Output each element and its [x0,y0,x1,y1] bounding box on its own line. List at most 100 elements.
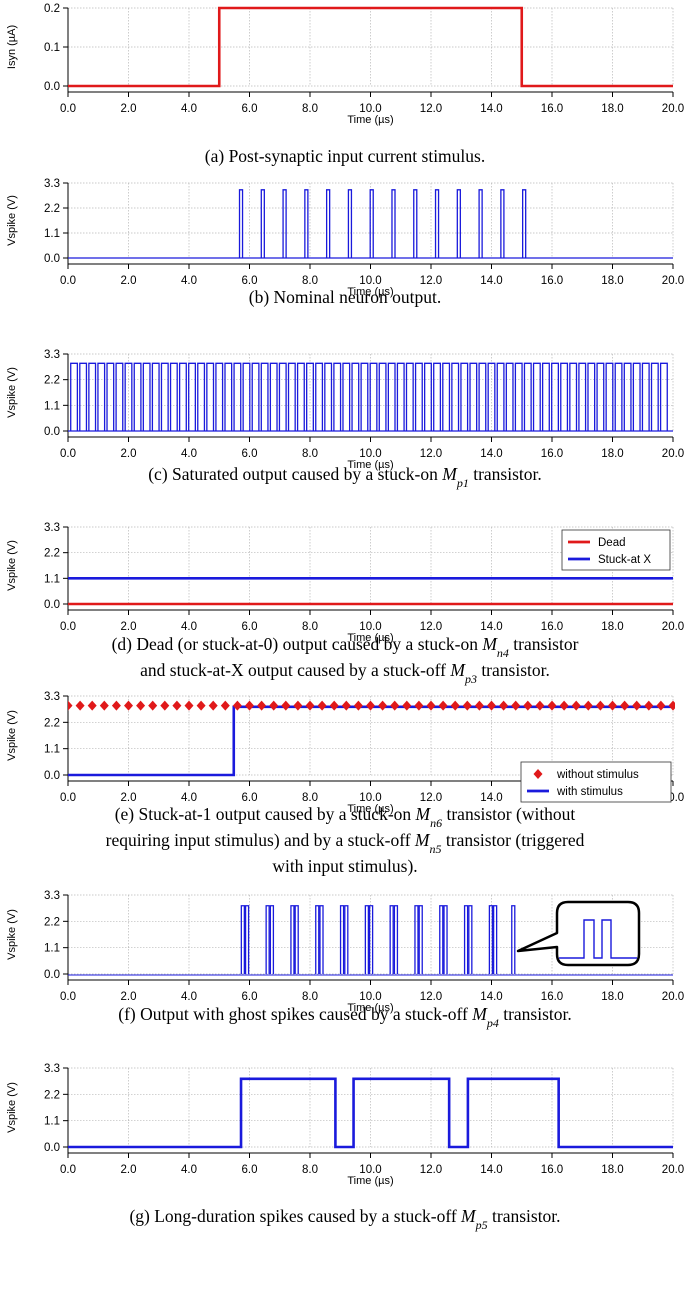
diamond-marker [293,700,303,711]
spike [487,362,496,431]
y-tick-label: 1.1 [44,228,60,240]
y-tick-label: 2.2 [44,717,60,729]
spike [233,362,242,431]
diamond-marker [196,700,206,711]
ghost-spike [269,905,275,974]
spike [569,362,578,431]
diamond-marker [208,700,218,711]
y-tick-label: 3.3 [44,522,60,534]
x-tick-label: 12.0 [420,621,442,633]
y-tick-label: 0.1 [44,42,60,54]
caption-text: (b) Nominal neuron output. [249,287,441,307]
diamond-marker [269,700,279,711]
diamond-marker [535,700,545,711]
x-tick-label: 16.0 [541,991,563,1003]
x-tick-label: 2.0 [121,621,137,633]
spike [541,362,550,431]
diamond-marker [68,700,73,711]
ghost-spike [290,905,295,974]
diamond-marker [232,700,242,711]
y-tick-label: 1.1 [44,744,60,756]
y-tick-label: 1.1 [44,400,60,412]
panel-e: 0.02.04.06.08.010.012.014.016.018.020.00… [6,691,684,876]
spike [505,362,514,431]
x-tick-label: 16.0 [541,448,563,460]
spike [659,362,668,431]
y-tick-label: 1.1 [44,1116,60,1128]
spike [560,362,569,431]
diamond-marker [353,700,363,711]
ghost-spike [364,905,370,974]
plot-area [68,577,673,606]
plot-area [68,700,675,777]
legend-box [520,761,672,803]
caption-text: transistor (triggered [442,830,585,850]
spike [532,362,541,431]
x-tick-label: 8.0 [302,448,318,460]
x-axis-label: Time (µs) [347,1002,393,1014]
diamond-marker [632,700,642,711]
spike [405,362,414,431]
y-tick-label: 0.0 [44,599,60,611]
y-tick-label: 0.0 [44,969,60,981]
caption-line: (c) Saturated output caused by a stuck-o… [148,464,542,490]
legend-label: Stuck-at X [598,554,651,566]
x-tick-label: 6.0 [242,275,258,287]
spike [623,362,632,431]
caption-line: and stuck-at-X output caused by a stuck-… [140,660,550,686]
spike [304,189,309,258]
spike [169,362,178,431]
spike [333,362,342,431]
legend: without stimulus with stimulus [520,761,672,803]
x-tick-label: 6.0 [242,621,258,633]
spike [79,362,88,431]
series-line [68,6,673,88]
spike [106,362,115,431]
x-tick-label: 0.0 [60,448,76,460]
diamond-marker [620,700,630,711]
x-tick-label: 0.0 [60,275,76,287]
spike [178,362,187,431]
spike [296,362,305,431]
diamond-marker [75,700,85,711]
diamond-marker [245,700,254,711]
x-tick-label: 16.0 [541,103,563,115]
spike [238,189,244,258]
spike [88,362,97,431]
x-tick-label: 14.0 [480,275,502,287]
spike [578,362,587,431]
x-tick-label: 16.0 [541,621,563,633]
spike [514,362,523,431]
plot-area [68,362,673,432]
x-tick-label: 4.0 [181,103,197,115]
x-tick-label: 14.0 [480,448,502,460]
x-tick-label: 0.0 [60,1164,76,1176]
y-tick-label: 2.2 [44,548,60,560]
spike [315,362,324,431]
y-tick-label: 0.2 [44,3,60,15]
caption-text: transistor. [499,1004,572,1024]
diamond-marker [111,700,121,711]
legend-label: without stimulus [556,769,639,781]
diamond-marker [220,700,230,711]
x-axis-label: Time (µs) [347,114,393,126]
x-axis-label: Time (µs) [347,632,393,644]
spike [456,189,461,258]
diamond-marker [644,700,654,711]
x-tick-label: 6.0 [242,103,258,115]
y-tick-label: 1.1 [44,943,60,955]
legend-marker [533,769,543,779]
diamond-marker [366,700,375,711]
spike [523,362,532,431]
ghost-spike [339,905,345,974]
x-tick-label: 10.0 [359,792,381,804]
diamond-marker [523,700,533,711]
x-tick-label: 10.0 [359,275,381,287]
y-tick-label: 3.3 [44,1063,60,1075]
caption-line: (d) Dead (or stuck-at-0) output caused b… [112,634,579,660]
ghost-spike-zoom [559,919,637,959]
diamond-marker [559,700,569,711]
x-tick-label: 6.0 [242,792,258,804]
spike [414,362,423,431]
